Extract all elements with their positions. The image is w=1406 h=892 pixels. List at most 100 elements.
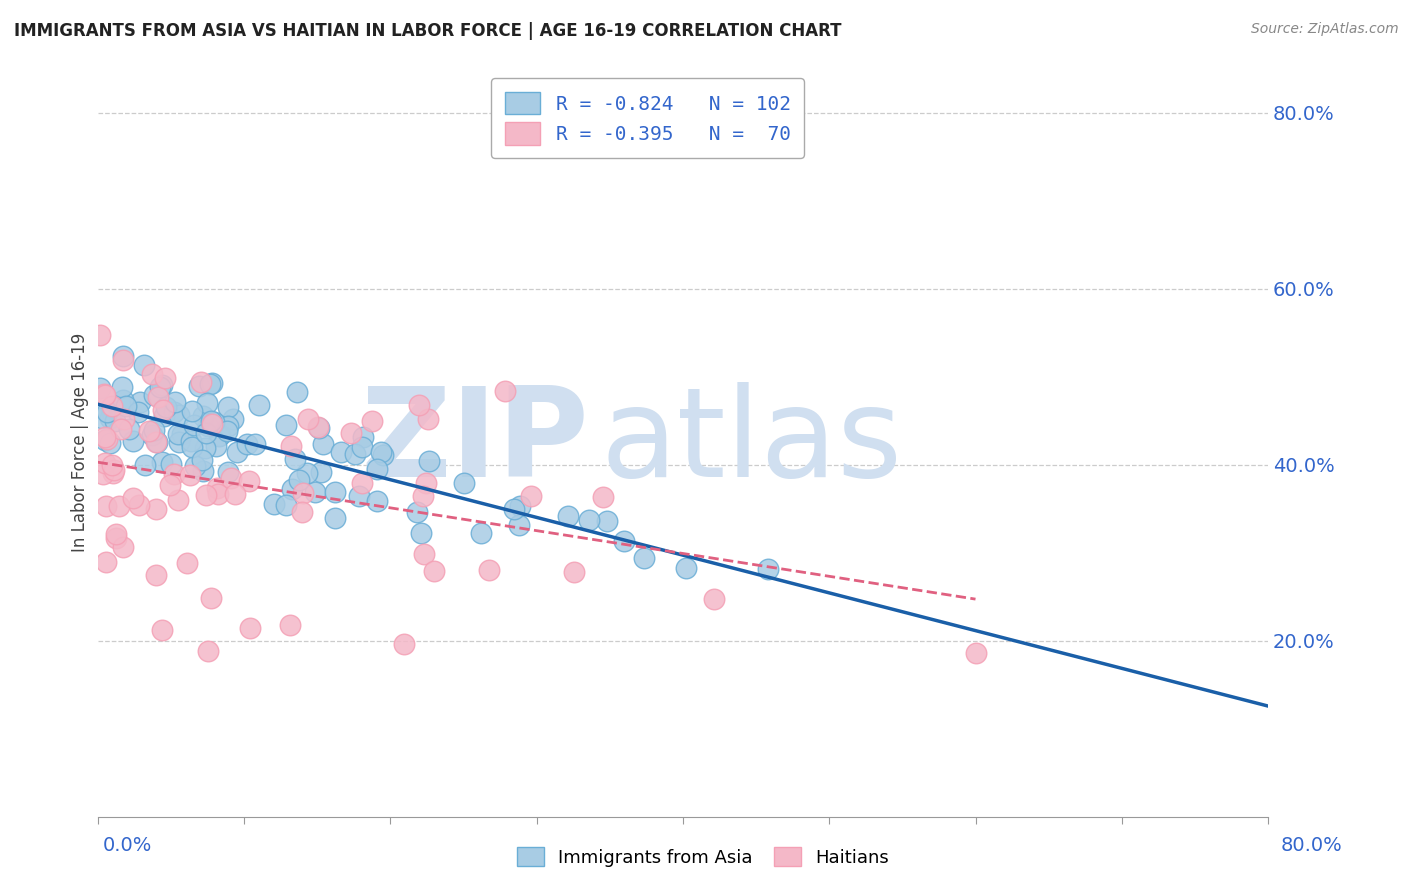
Point: [578, 513, 600, 527]
Point: [194, 441, 217, 455]
Point: [170, 426, 193, 441]
Point: [127, 404, 149, 418]
Point: [309, 466, 332, 480]
Point: [478, 563, 501, 577]
Point: [200, 591, 222, 605]
Point: [114, 399, 136, 413]
Point: [100, 400, 122, 414]
Point: [103, 462, 125, 476]
Point: [263, 498, 285, 512]
Point: [96, 432, 118, 446]
Point: [146, 434, 169, 449]
Point: [152, 409, 174, 423]
Point: [295, 466, 318, 480]
Point: [406, 505, 429, 519]
Point: [93, 388, 115, 402]
Point: [613, 533, 636, 548]
Point: [291, 505, 314, 519]
Point: [297, 412, 319, 426]
Point: [155, 400, 177, 414]
Point: [152, 455, 174, 469]
Point: [100, 406, 122, 420]
Point: [94, 555, 117, 569]
Point: [222, 412, 245, 426]
Point: [238, 474, 260, 488]
Point: [112, 353, 135, 368]
Point: [312, 437, 335, 451]
Point: [193, 409, 215, 424]
Point: [198, 376, 221, 391]
Point: [200, 414, 222, 428]
Point: [132, 359, 155, 373]
Point: [373, 448, 395, 462]
Point: [633, 551, 655, 566]
Point: [105, 527, 128, 541]
Point: [197, 419, 219, 434]
Point: [191, 453, 214, 467]
Point: [180, 434, 202, 449]
Point: [149, 380, 172, 394]
Point: [350, 440, 373, 454]
Point: [195, 488, 218, 502]
Point: [352, 430, 374, 444]
Point: [94, 456, 117, 470]
Point: [143, 423, 166, 437]
Point: [202, 415, 225, 429]
Point: [146, 390, 169, 404]
Point: [366, 493, 388, 508]
Point: [418, 454, 440, 468]
Point: [141, 367, 163, 381]
Point: [91, 467, 114, 481]
Point: [756, 562, 779, 576]
Point: [224, 487, 246, 501]
Point: [89, 328, 111, 343]
Point: [160, 457, 183, 471]
Point: [184, 458, 207, 473]
Point: [91, 411, 114, 425]
Point: [166, 492, 188, 507]
Point: [98, 436, 121, 450]
Point: [166, 427, 188, 442]
Point: [176, 556, 198, 570]
Point: [138, 425, 160, 439]
Point: [703, 592, 725, 607]
Point: [245, 437, 267, 451]
Point: [165, 394, 187, 409]
Text: IMMIGRANTS FROM ASIA VS HAITIAN IN LABOR FORCE | AGE 16-19 CORRELATION CHART: IMMIGRANTS FROM ASIA VS HAITIAN IN LABOR…: [14, 22, 842, 40]
Point: [134, 458, 156, 472]
Point: [453, 475, 475, 490]
Point: [226, 445, 249, 459]
Point: [304, 485, 326, 500]
Point: [152, 403, 174, 417]
Point: [152, 378, 174, 392]
Point: [111, 379, 134, 393]
Point: [276, 498, 298, 512]
Point: [96, 499, 118, 513]
Point: [141, 428, 163, 442]
Point: [409, 526, 432, 541]
Point: [217, 465, 239, 479]
Point: [205, 439, 228, 453]
Point: [361, 414, 384, 428]
Point: [288, 473, 311, 487]
Point: [207, 487, 229, 501]
Point: [350, 476, 373, 491]
Text: atlas: atlas: [600, 382, 903, 503]
Point: [412, 547, 434, 561]
Text: 80.0%: 80.0%: [1281, 836, 1343, 855]
Point: [101, 466, 124, 480]
Text: 0.0%: 0.0%: [103, 836, 152, 855]
Point: [340, 425, 363, 440]
Point: [193, 464, 215, 478]
Point: [509, 499, 531, 513]
Point: [470, 525, 492, 540]
Legend: R = -0.824   N = 102, R = -0.395   N =  70: R = -0.824 N = 102, R = -0.395 N = 70: [491, 78, 804, 158]
Point: [217, 419, 239, 434]
Point: [408, 398, 430, 412]
Point: [195, 396, 218, 410]
Point: [111, 392, 134, 407]
Point: [128, 498, 150, 512]
Point: [180, 403, 202, 417]
Point: [159, 478, 181, 492]
Text: Source: ZipAtlas.com: Source: ZipAtlas.com: [1251, 22, 1399, 37]
